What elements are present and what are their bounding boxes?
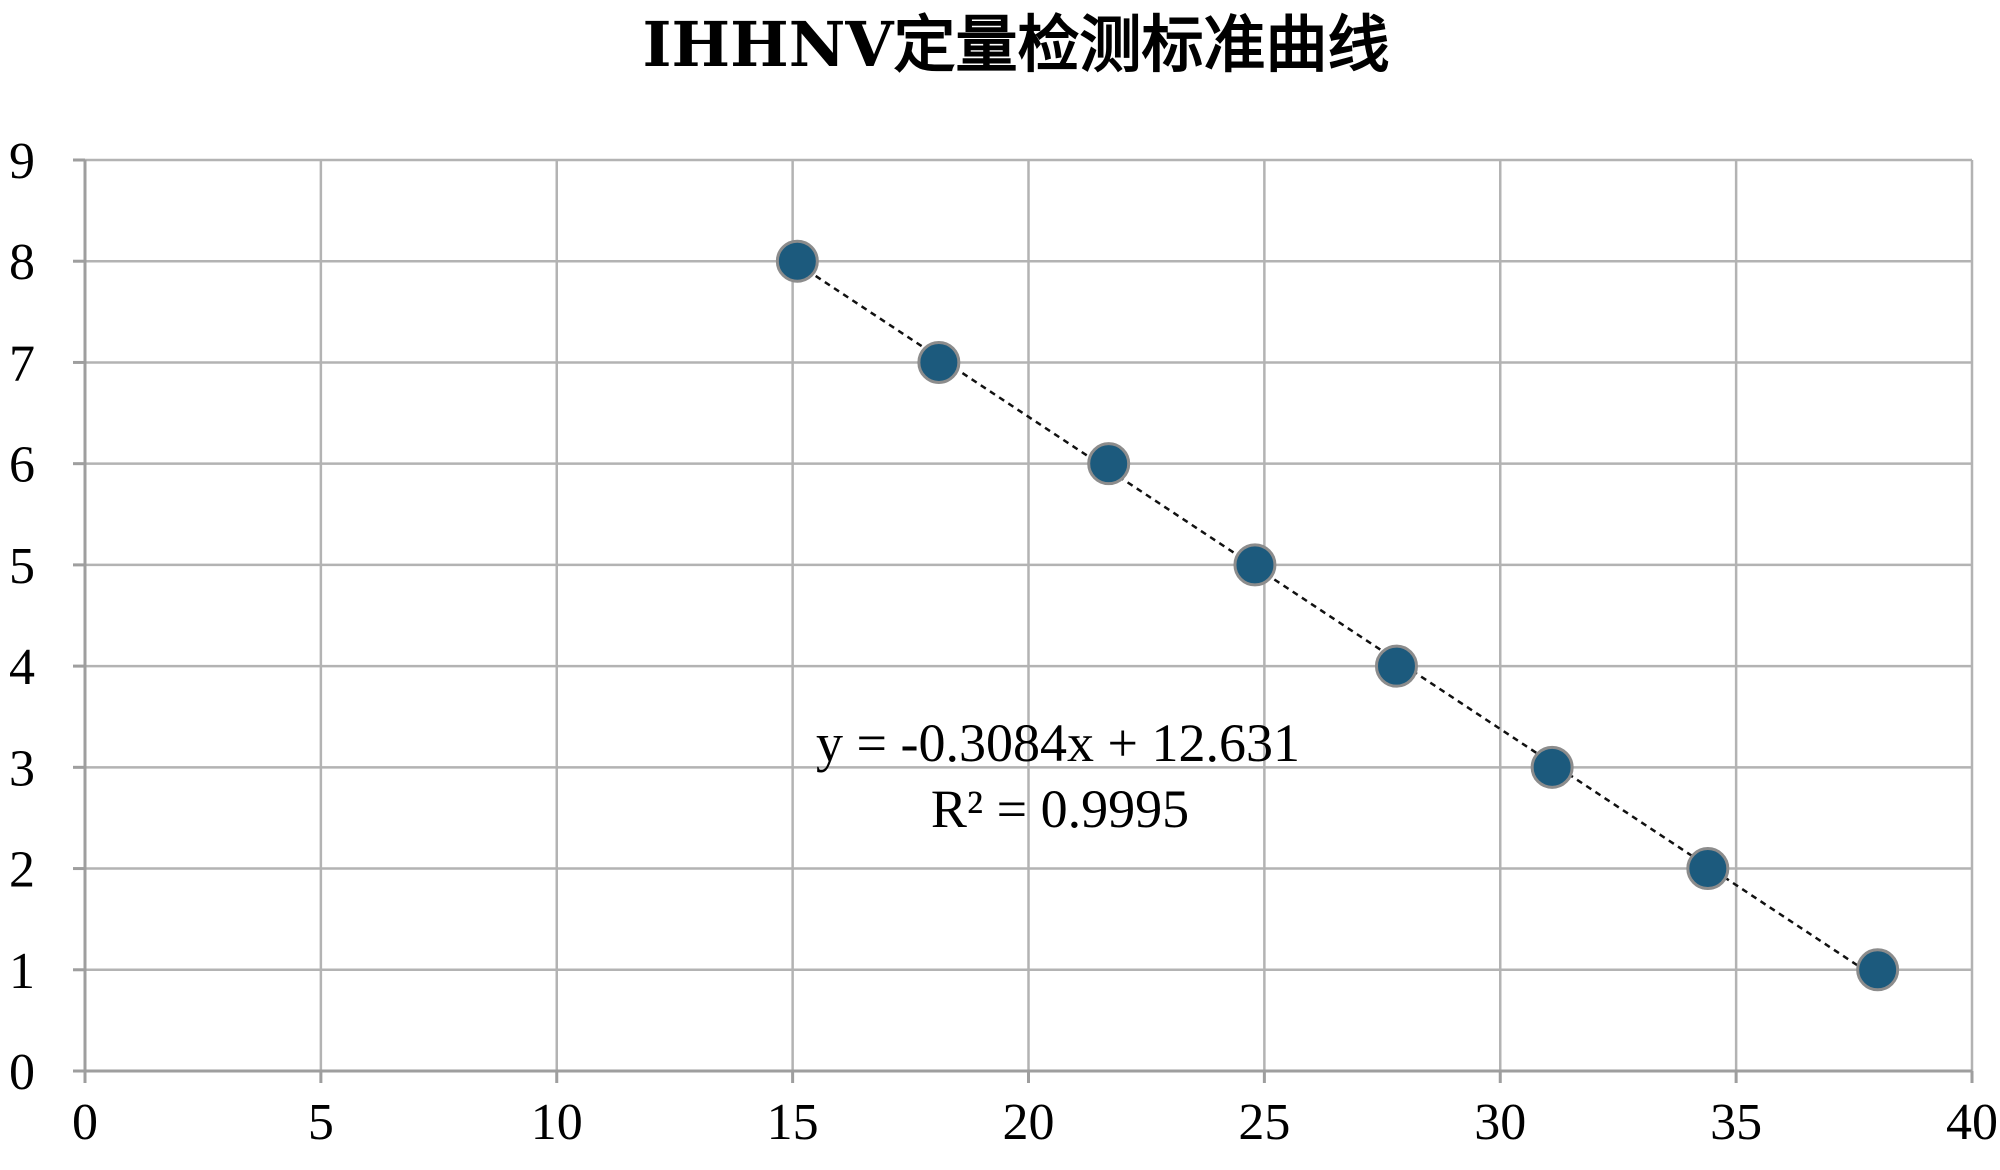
y-tick-label: 8 xyxy=(9,234,35,291)
data-point xyxy=(775,239,819,283)
axes xyxy=(73,158,1974,1083)
data-point xyxy=(1374,644,1418,688)
y-tick-label: 2 xyxy=(9,842,35,899)
data-point xyxy=(1686,847,1730,891)
grid xyxy=(85,158,1974,1071)
trendline-annotation: y = -0.3084x + 12.631 R² = 0.9995 xyxy=(816,713,1300,839)
x-tick-label: 25 xyxy=(1238,1094,1290,1151)
y-tick-label: 1 xyxy=(9,943,35,1000)
trendline-r-squared: R² = 0.9995 xyxy=(931,779,1189,839)
y-tick-label: 0 xyxy=(9,1044,35,1101)
x-tick-label: 30 xyxy=(1474,1094,1526,1151)
y-tick-label: 5 xyxy=(9,538,35,595)
y-tick-label: 3 xyxy=(9,740,35,797)
x-tick-label: 5 xyxy=(308,1094,334,1151)
data-point xyxy=(1233,543,1277,587)
x-tick-label: 40 xyxy=(1946,1094,1998,1151)
x-tick-label: 10 xyxy=(531,1094,583,1151)
x-tick-label: 0 xyxy=(72,1094,98,1151)
x-tick-label: 15 xyxy=(767,1094,819,1151)
data-point xyxy=(1856,948,1900,992)
y-tick-label: 6 xyxy=(9,437,35,494)
chart-title: IHHNV定量检测标准曲线 xyxy=(643,8,1390,81)
data-points xyxy=(775,239,1900,992)
y-tick-label: 4 xyxy=(9,639,35,696)
x-tick-label: 35 xyxy=(1710,1094,1762,1151)
trendline-equation: y = -0.3084x + 12.631 xyxy=(816,713,1300,773)
data-point xyxy=(917,340,961,384)
y-tick-label: 9 xyxy=(9,133,35,190)
data-point xyxy=(1530,745,1574,789)
data-point xyxy=(1087,442,1131,486)
tick-labels: 0 5 10 15 20 25 30 35 40 0 1 2 3 4 5 6 7 8 9 xyxy=(9,133,1998,1151)
y-tick-label: 7 xyxy=(9,335,35,392)
x-tick-label: 20 xyxy=(1003,1094,1055,1151)
